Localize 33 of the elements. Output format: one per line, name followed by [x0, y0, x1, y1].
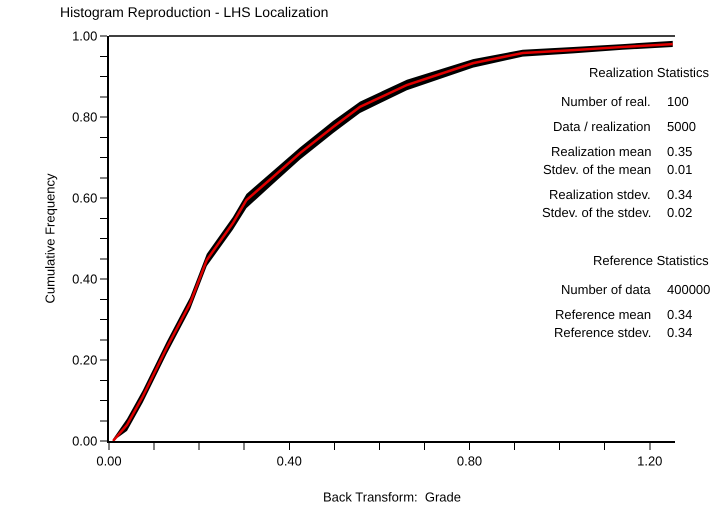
annotation: Reference mean [555, 307, 652, 322]
annotation: Reference Statistics [593, 253, 710, 268]
chart-title: Histogram Reproduction - LHS Localization [60, 4, 328, 20]
annotation: Stdev. of the stdev. [542, 205, 652, 220]
y-tick-label: 0.40 [72, 272, 98, 287]
y-tick-label: 1.00 [72, 28, 98, 44]
y-tick-label: 0.20 [72, 352, 98, 368]
annotation: Number of data [561, 282, 652, 297]
annotation: 400000 [667, 282, 710, 297]
annotation: Data / realization [553, 119, 651, 134]
annotation: 0.34 [667, 325, 692, 340]
annotation: 0.02 [667, 205, 692, 220]
y-axis-title: Cumulative Frequency [42, 172, 58, 304]
x-tick-label: 0.80 [456, 454, 482, 469]
x-tick-label: 1.20 [637, 454, 662, 469]
annotation: 0.34 [667, 307, 692, 322]
annotation: Number of real. [561, 94, 651, 109]
x-tick-label: 0.40 [276, 454, 302, 469]
annotation: Realization mean [551, 144, 652, 159]
annotation: 0.35 [667, 144, 692, 159]
y-tick-label: 0.60 [72, 190, 98, 206]
annotation: Stdev. of the mean [543, 162, 652, 177]
annotation: Realization stdev. [549, 187, 651, 202]
annotation: Realization Statistics [589, 65, 710, 80]
y-tick-label: 0.80 [72, 110, 98, 125]
y-tick-label: 0.00 [72, 434, 98, 449]
annotation: Reference stdev. [554, 325, 652, 340]
annotation: 5000 [667, 119, 696, 134]
annotation: 0.01 [667, 162, 692, 177]
x-axis-title: Back Transform: Grade [323, 490, 461, 505]
x-tick-label: 0.00 [96, 454, 122, 469]
annotation: 0.34 [667, 187, 692, 202]
annotation: 100 [667, 94, 689, 109]
